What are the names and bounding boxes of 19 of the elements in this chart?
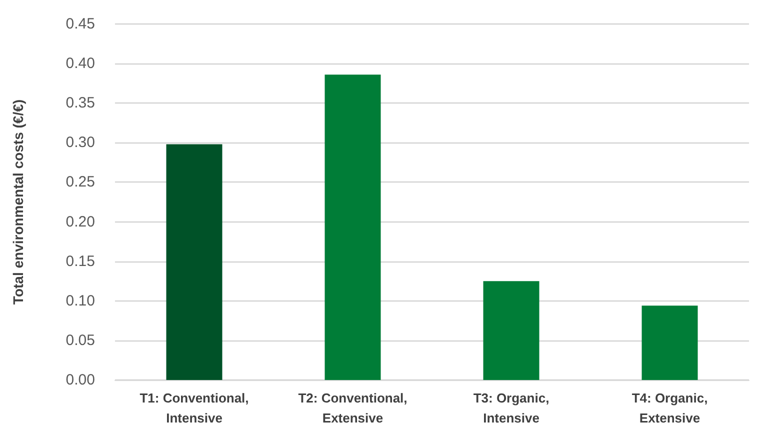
bar xyxy=(642,306,698,380)
y-tick-label: 0.05 xyxy=(66,332,95,349)
x-tick-label: T1: Conventional, Intensive xyxy=(140,390,249,426)
bar xyxy=(166,144,222,380)
bar xyxy=(483,281,540,380)
y-tick-label: 0.45 xyxy=(66,16,95,32)
x-tick-label: T3: Organic, Intensive xyxy=(473,390,550,426)
y-tick-label: 0.15 xyxy=(66,252,95,270)
y-tick-label: 0.20 xyxy=(66,213,95,230)
y-tick-label: 0.40 xyxy=(66,55,95,72)
x-tick-label: T4: Organic, Extensive xyxy=(632,390,708,426)
y-tick-label: 0.25 xyxy=(66,174,95,191)
y-axis-title: Total environmental costs (€/€) xyxy=(10,99,26,305)
y-tick-label: 0.35 xyxy=(66,94,95,112)
y-tick-label: 0.30 xyxy=(66,134,95,152)
x-tick-label: T2: Conventional, Extensive xyxy=(298,390,408,426)
y-tick-label: 0.10 xyxy=(66,292,95,310)
y-tick-label: 0.00 xyxy=(66,372,95,388)
bar xyxy=(324,74,381,380)
